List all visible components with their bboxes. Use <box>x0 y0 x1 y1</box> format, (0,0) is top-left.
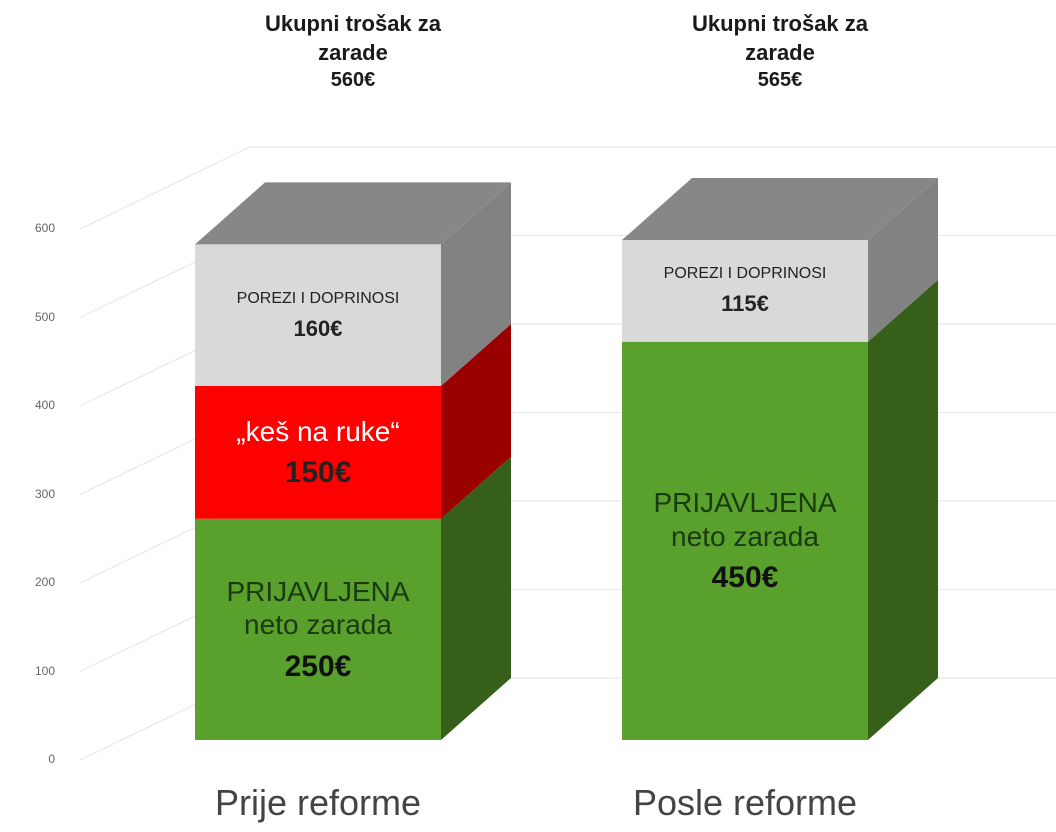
y-tick-label: 400 <box>34 398 55 412</box>
y-tick-label: 500 <box>34 309 55 324</box>
total-title: Ukupni trošak za zarade <box>691 11 869 65</box>
grid-line <box>79 146 1056 230</box>
segment-label: POREZI I DOPRINOSI 160€ <box>195 244 441 386</box>
bar-segment <box>195 244 441 386</box>
bar-side <box>441 456 511 740</box>
segment-label: PRIJAVLJENA neto zarada 250€ <box>195 519 441 740</box>
bar-side <box>441 182 511 386</box>
total-annotation: Ukupni trošak za zarade 560€ <box>238 10 468 93</box>
x-tick-label: Posle reforme <box>632 782 858 823</box>
value-label: 250€ <box>284 649 352 683</box>
y-tick-label: 300 <box>34 486 55 501</box>
total-title: Ukupni trošak za zarade <box>264 11 442 65</box>
bar-top <box>195 182 511 245</box>
y-tick-label: 200 <box>34 575 55 589</box>
value-label: 115€ <box>721 291 769 317</box>
bar-side <box>868 279 938 740</box>
series-name: POREZI I DOPRINOSI <box>663 265 827 283</box>
x-tick-label: Prije reforme <box>214 782 422 823</box>
y-tick-label: 100 <box>34 663 55 678</box>
series-name: PRIJAVLJENA neto zarada <box>226 575 410 641</box>
total-value: 560€ <box>330 69 376 92</box>
series-name: „keš na ruke“ <box>236 415 400 447</box>
total-value: 565€ <box>757 69 803 92</box>
bar-side <box>868 177 938 342</box>
value-label: 450€ <box>711 561 779 595</box>
bar-segment <box>195 518 441 740</box>
y-tick-label: 600 <box>34 221 55 235</box>
series-name: PRIJAVLJENA neto zarada <box>653 487 837 552</box>
segment-label: PRIJAVLJENA neto zarada 450€ <box>622 342 868 740</box>
series-name: POREZI I DOPRINOSI <box>236 289 400 307</box>
bar-segment <box>195 386 441 519</box>
bar-top <box>622 177 938 240</box>
total-annotation: Ukupni trošak za zarade 565€ <box>665 10 895 93</box>
segment-label: „keš na ruke“ 150€ <box>195 386 441 519</box>
segment-label: POREZI I DOPRINOSI 115€ <box>622 240 868 342</box>
value-label: 150€ <box>284 456 352 490</box>
bar-segment <box>622 239 868 342</box>
bar-side <box>441 324 511 519</box>
value-label: 160€ <box>293 315 343 341</box>
bar-segment <box>622 341 868 740</box>
y-tick-label: 0 <box>48 752 55 766</box>
